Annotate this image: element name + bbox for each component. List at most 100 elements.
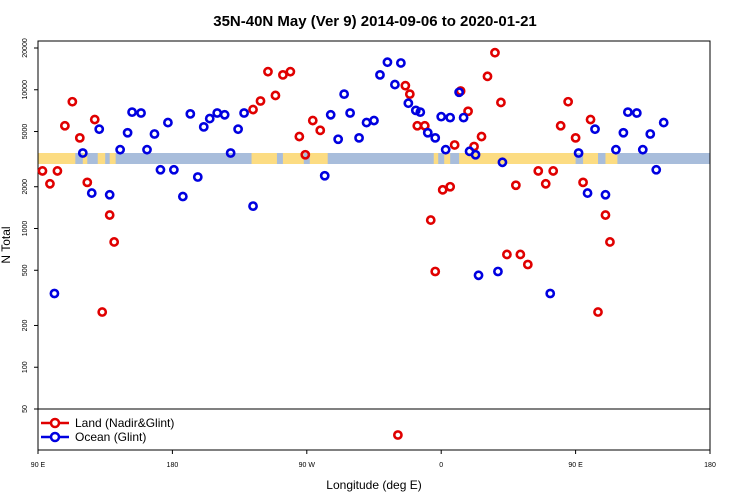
map-strip-land (109, 153, 116, 164)
land-point (74, 132, 85, 143)
y-axis-title: N Total (0, 226, 13, 263)
land-point (404, 89, 415, 100)
ocean-point (545, 288, 556, 299)
ocean-point (395, 58, 406, 68)
ocean-point (618, 127, 629, 138)
land-point (600, 210, 611, 220)
land-point (490, 47, 500, 58)
ocean-point (436, 111, 447, 122)
land-point (45, 178, 55, 189)
map-strip-land (97, 153, 106, 164)
ocean-point (233, 124, 244, 135)
land-point (533, 166, 544, 176)
y-tick-label: 200 (22, 320, 29, 332)
land-point (502, 249, 512, 260)
chart-title: 35N-40N May (Ver 9) 2014-09-06 to 2020-0… (213, 13, 537, 30)
land-point (570, 132, 581, 143)
ocean-point (622, 107, 633, 118)
land-point (52, 166, 63, 176)
land-point (425, 215, 436, 225)
map-strip-land (38, 153, 76, 164)
ocean-point (422, 127, 433, 138)
ocean-point (177, 191, 188, 202)
ocean-point (149, 129, 160, 139)
ocean-point (430, 132, 441, 143)
land-point (248, 104, 258, 115)
ocean-point (345, 108, 356, 118)
ocean-point (49, 288, 60, 299)
x-tick-label: 90 E (568, 462, 583, 469)
ocean-point (127, 107, 137, 118)
ocean-point (415, 107, 426, 118)
ocean-point (470, 149, 481, 160)
map-strip-land (282, 153, 304, 164)
ocean-point (192, 172, 203, 182)
ocean-point (212, 108, 223, 118)
land-point (540, 178, 551, 189)
ocean-point (403, 98, 414, 109)
ocean-point (651, 164, 662, 175)
ocean-point (573, 148, 584, 158)
land-point (522, 259, 533, 270)
y-tick-label: 1000 (22, 221, 29, 237)
land-point (59, 120, 70, 131)
y-tick-label: 10000 (22, 80, 29, 100)
ocean-point (339, 89, 350, 100)
land-point (263, 66, 273, 77)
y-tick-label: 500 (22, 264, 29, 276)
legend-ocean-label: Ocean (Glint) (75, 430, 146, 444)
land-point (449, 140, 460, 150)
land-point (585, 114, 596, 125)
map-strip (38, 153, 710, 164)
axes: 90 E 180 90 W 0 90 E 180 50 100 200 500 1000 2000 5… (22, 38, 716, 469)
ocean-point (361, 117, 372, 128)
ocean-point (600, 189, 611, 200)
ocean-point (104, 189, 115, 200)
land-point (37, 166, 48, 176)
x-tick-label: 180 (704, 462, 716, 469)
ocean-point (325, 109, 336, 120)
plot-frame (37, 40, 711, 451)
land-point (555, 120, 566, 131)
x-tick-label: 0 (439, 462, 443, 469)
land-point (476, 131, 487, 142)
ocean-point (185, 108, 196, 119)
legend-entry-ocean: Ocean (Glint) (41, 430, 146, 444)
y-tick-label: 100 (22, 361, 29, 373)
ocean-point (168, 164, 179, 175)
ocean-point (637, 144, 648, 155)
x-axis-title: Longitude (deg E) (326, 478, 421, 492)
legend: Land (Nadir&Glint) Ocean (Glint) (41, 416, 174, 444)
legend-ocean-marker (49, 431, 61, 443)
map-strip-ocean (38, 153, 710, 164)
land-point (400, 80, 411, 91)
land-point (445, 181, 456, 192)
x-tick-label: 180 (167, 462, 179, 469)
ocean-point (163, 117, 173, 128)
ocean-point (319, 170, 330, 181)
land-point (285, 66, 296, 77)
land-point (437, 184, 448, 195)
land-point (255, 96, 266, 106)
map-strip-land (444, 153, 451, 164)
ocean-point (198, 121, 209, 132)
y-tick-label: 2000 (22, 179, 29, 195)
land-point (515, 249, 526, 260)
land-point (593, 307, 603, 317)
ocean-point (645, 129, 656, 139)
ocean-point (611, 144, 621, 155)
land-point (315, 125, 326, 136)
map-strip-land (433, 153, 439, 164)
ocean-point (497, 157, 508, 168)
legend-land-marker (49, 417, 61, 429)
ocean-point (445, 112, 456, 123)
land-point (412, 120, 423, 131)
ocean-point (658, 117, 669, 128)
x-tick-label: 90 W (299, 462, 316, 469)
land-point (496, 97, 506, 108)
ocean-point (155, 164, 166, 175)
land-point (294, 131, 305, 142)
ocean-point (590, 124, 600, 135)
land-point (89, 114, 100, 125)
